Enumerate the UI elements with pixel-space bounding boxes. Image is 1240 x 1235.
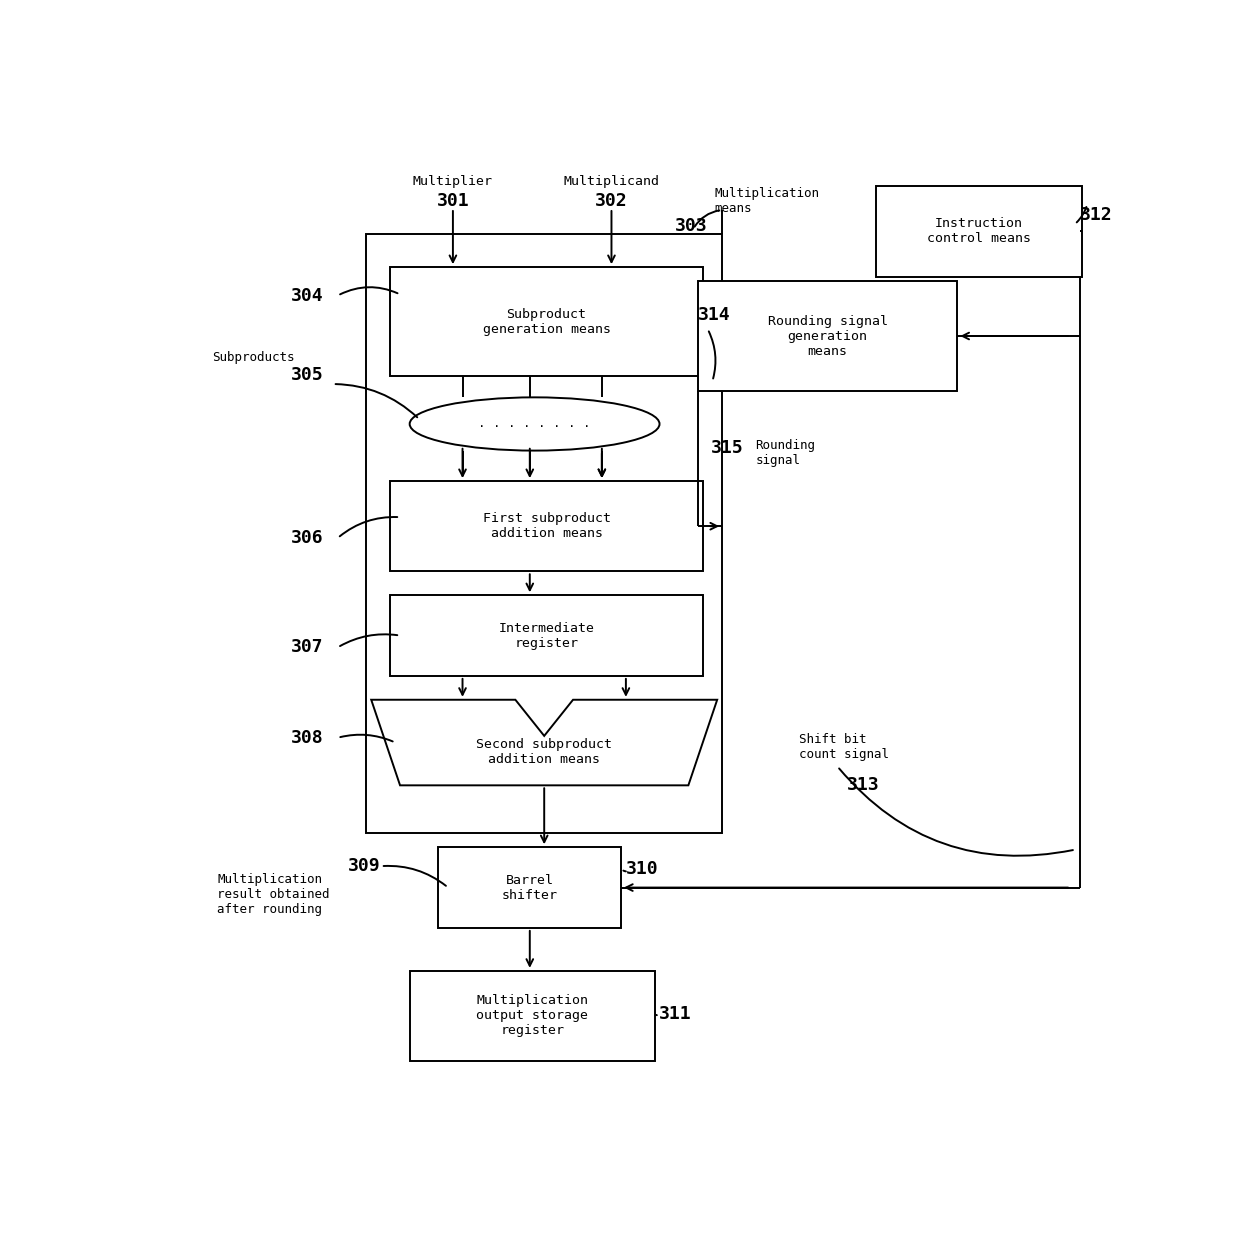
Text: Rounding signal
generation
means: Rounding signal generation means <box>768 315 888 357</box>
Bar <box>875 186 1083 277</box>
Text: 305: 305 <box>290 366 324 384</box>
Text: 309: 309 <box>348 857 381 876</box>
Text: 312: 312 <box>1080 206 1112 224</box>
Text: 310: 310 <box>626 860 658 878</box>
Bar <box>439 847 621 927</box>
Text: 301: 301 <box>436 191 469 210</box>
Text: Subproducts: Subproducts <box>212 351 294 364</box>
Text: 308: 308 <box>290 729 324 747</box>
Text: Multiplicand: Multiplicand <box>563 175 660 188</box>
Text: 303: 303 <box>675 217 708 235</box>
Bar <box>698 282 957 390</box>
Text: Intermediate
register: Intermediate register <box>498 621 595 650</box>
Text: Multiplication
output storage
register: Multiplication output storage register <box>476 994 588 1037</box>
Bar <box>391 595 703 676</box>
Text: Barrel
shifter: Barrel shifter <box>502 873 558 902</box>
Text: 314: 314 <box>698 305 730 324</box>
Text: Shift bit
count signal: Shift bit count signal <box>799 734 889 761</box>
Bar <box>391 267 703 377</box>
Text: Instruction
control means: Instruction control means <box>928 217 1030 246</box>
Text: 306: 306 <box>290 529 324 547</box>
Text: Second subproduct
addition means: Second subproduct addition means <box>476 739 613 766</box>
Text: 307: 307 <box>290 638 324 657</box>
Text: Multiplication
result obtained
after rounding: Multiplication result obtained after rou… <box>217 873 330 916</box>
Text: 315: 315 <box>711 438 743 457</box>
Text: Subproduct
generation means: Subproduct generation means <box>482 308 610 336</box>
Text: Multiplication
means: Multiplication means <box>714 186 820 215</box>
Text: Rounding
signal: Rounding signal <box>755 438 816 467</box>
Ellipse shape <box>409 398 660 451</box>
Text: First subproduct
addition means: First subproduct addition means <box>482 513 610 540</box>
Text: 311: 311 <box>658 1004 691 1023</box>
Bar <box>391 482 703 572</box>
Text: 313: 313 <box>847 777 879 794</box>
Text: . . . . . . . .: . . . . . . . . <box>479 417 590 431</box>
Text: 304: 304 <box>290 287 324 305</box>
Text: 302: 302 <box>595 191 627 210</box>
Bar <box>409 971 655 1061</box>
Polygon shape <box>371 700 717 785</box>
Text: Multiplier: Multiplier <box>413 175 494 188</box>
Bar <box>367 233 722 832</box>
